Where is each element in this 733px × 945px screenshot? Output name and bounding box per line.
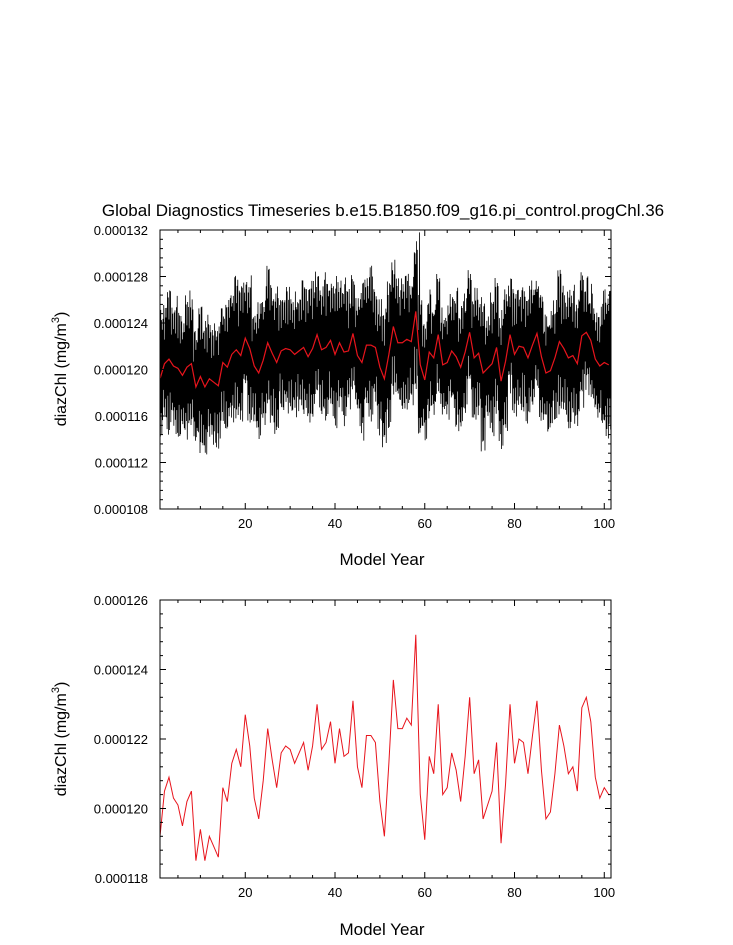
top-xtick-label: 60 xyxy=(418,516,432,531)
bottom-xtick-label: 40 xyxy=(328,885,342,900)
chart-title: Global Diagnostics Timeseries b.e15.B185… xyxy=(102,201,664,220)
top-ticks: 20 40 60 80 100 0.000108 0.000112 0.000116 0.000… xyxy=(94,223,615,531)
top-annual-series xyxy=(159,311,610,389)
top-panel: 20 40 60 80 100 0.000108 0.000112 0.000116 0.000… xyxy=(50,223,615,569)
bottom-annual-line xyxy=(159,634,610,861)
bottom-ytick-label: 0.000126 xyxy=(94,593,148,608)
top-ytick-label: 0.000128 xyxy=(94,270,148,285)
bottom-annual-series xyxy=(159,634,610,861)
top-xtick-label: 40 xyxy=(328,516,342,531)
top-ytick-label: 0.000116 xyxy=(95,409,148,424)
bottom-plot-frame xyxy=(159,599,612,879)
top-xlabel: Model Year xyxy=(339,550,424,569)
bottom-xtick-label: 80 xyxy=(507,885,521,900)
top-ytick-label: 0.000108 xyxy=(94,502,148,517)
bottom-ytick-label: 0.000118 xyxy=(95,871,148,886)
top-xtick-label: 20 xyxy=(238,516,252,531)
top-ylabel: diazChl (mg/m3) xyxy=(50,312,70,427)
monthly-line xyxy=(159,232,612,455)
top-xtick-label: 80 xyxy=(507,516,521,531)
bottom-ytick-label: 0.000124 xyxy=(94,663,148,678)
top-ytick-label: 0.000132 xyxy=(94,223,148,238)
top-annual-line xyxy=(159,311,610,389)
bottom-ytick-label: 0.000120 xyxy=(94,802,148,817)
top-ytick-label: 0.000120 xyxy=(94,363,148,378)
bottom-ytick-label: 0.000122 xyxy=(94,732,148,747)
bottom-panel: 20 40 60 80 100 0.000118 0.000120 0.000122 0.000… xyxy=(50,593,615,939)
bottom-xtick-label: 20 xyxy=(238,885,252,900)
top-ytick-label: 0.000112 xyxy=(95,456,148,471)
bottom-xlabel: Model Year xyxy=(339,920,424,939)
bottom-ylabel: diazChl (mg/m3) xyxy=(50,682,70,797)
bottom-ticks: 20 40 60 80 100 0.000118 0.000120 0.000122 0.000… xyxy=(94,593,615,900)
top-xtick-label: 100 xyxy=(593,516,615,531)
bottom-xtick-label: 100 xyxy=(593,885,615,900)
top-monthly-series xyxy=(159,232,612,455)
top-ytick-label: 0.000124 xyxy=(94,316,148,331)
bottom-xtick-label: 60 xyxy=(418,885,432,900)
